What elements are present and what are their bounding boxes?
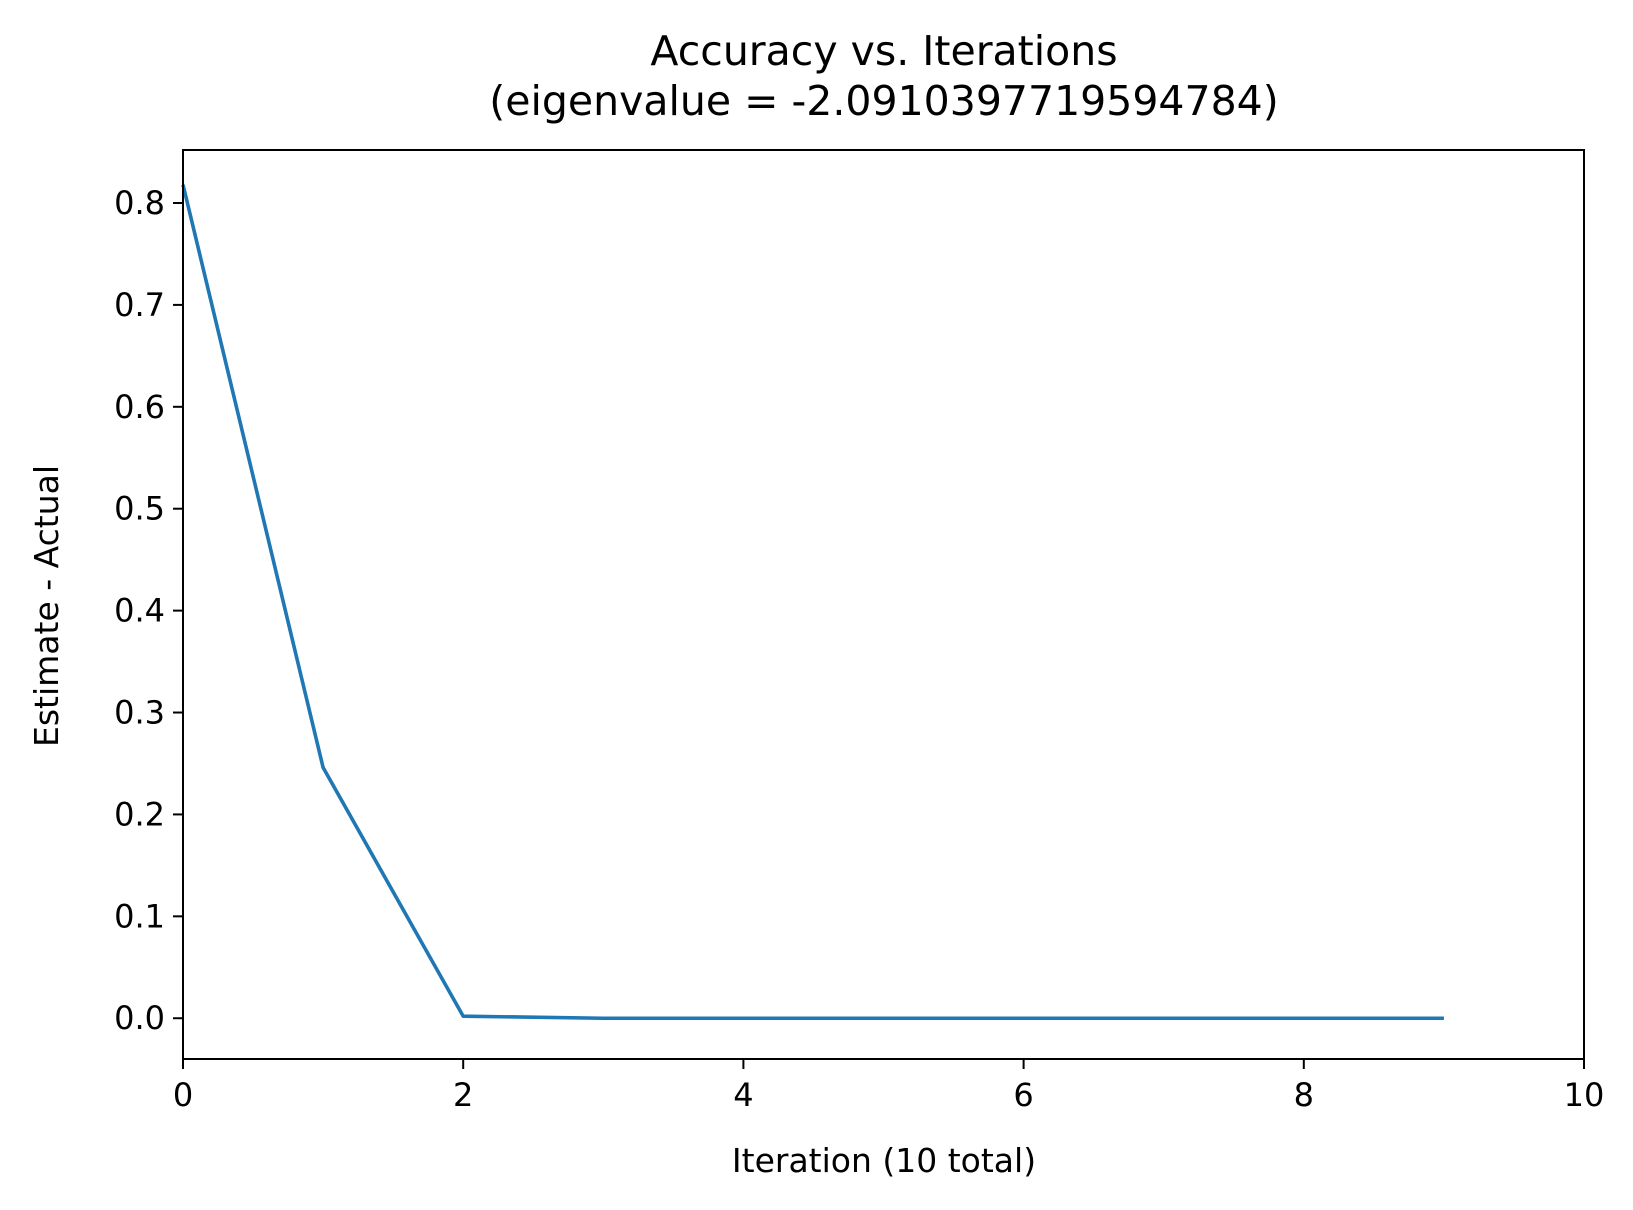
y-axis-ticks: 0.0 0.1 0.2 0.3 0.4 0.5 0.6 0.7 0.8 <box>114 184 183 1037</box>
x-tick-label: 8 <box>1294 1076 1314 1114</box>
x-tick-label: 4 <box>733 1076 753 1114</box>
y-tick-label: 0.3 <box>114 694 165 732</box>
y-tick-label: 0.1 <box>114 897 165 935</box>
chart-title: Accuracy vs. Iterations <box>650 27 1117 75</box>
x-tick-label: 6 <box>1013 1076 1033 1114</box>
x-tick-label: 2 <box>453 1076 473 1114</box>
y-tick-label: 0.7 <box>114 286 165 324</box>
y-tick-label: 0.8 <box>114 184 165 222</box>
chart-subtitle: (eigenvalue = -2.0910397719594784) <box>489 77 1279 125</box>
y-tick-label: 0.0 <box>114 999 165 1037</box>
y-tick-label: 0.5 <box>114 490 165 528</box>
y-tick-label: 0.4 <box>114 592 165 630</box>
x-axis-label: Iteration (10 total) <box>732 1141 1036 1180</box>
y-tick-label: 0.2 <box>114 795 165 833</box>
y-axis-label: Estimate - Actual <box>27 465 66 747</box>
x-tick-label: 0 <box>173 1076 193 1114</box>
series-line-0 <box>181 184 1444 1021</box>
series-layer <box>181 184 1444 1021</box>
plot-area-frame <box>182 149 1585 1060</box>
x-axis-ticks: 0 2 4 6 8 10 <box>173 1059 1605 1114</box>
x-tick-label: 10 <box>1564 1076 1605 1114</box>
y-tick-label: 0.6 <box>114 388 165 426</box>
